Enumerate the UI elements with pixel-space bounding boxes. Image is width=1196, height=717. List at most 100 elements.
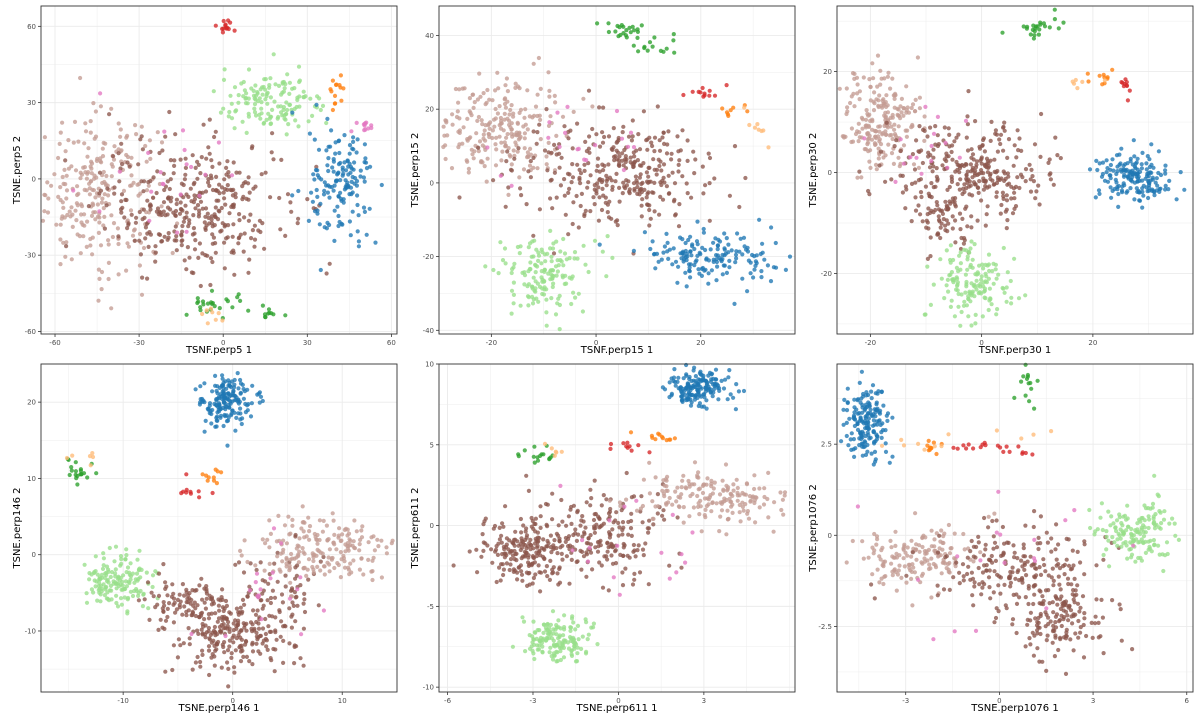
data-point xyxy=(502,140,507,145)
data-point xyxy=(161,562,166,567)
data-point xyxy=(1086,79,1091,84)
data-point xyxy=(100,566,106,571)
data-point xyxy=(670,170,675,175)
data-point xyxy=(983,296,988,301)
data-point xyxy=(526,488,531,493)
data-point xyxy=(457,195,462,200)
data-point xyxy=(247,190,252,195)
data-point xyxy=(954,135,959,140)
data-point xyxy=(517,175,522,180)
data-point xyxy=(493,88,498,93)
data-point xyxy=(534,296,539,301)
data-point xyxy=(157,150,162,156)
data-point xyxy=(597,525,602,530)
data-point xyxy=(954,159,959,165)
data-point xyxy=(315,194,320,199)
data-point xyxy=(714,377,719,382)
data-point xyxy=(226,666,231,671)
data-point xyxy=(762,257,767,262)
data-point xyxy=(708,247,713,252)
data-point xyxy=(285,72,290,77)
data-point xyxy=(579,191,584,196)
data-point xyxy=(62,167,67,172)
data-point xyxy=(310,199,315,204)
data-point xyxy=(722,231,727,236)
data-point xyxy=(1125,98,1130,103)
data-point xyxy=(1128,186,1133,191)
data-point xyxy=(523,543,528,548)
data-point xyxy=(877,129,882,134)
data-point xyxy=(358,174,363,179)
data-point xyxy=(628,526,634,531)
data-point xyxy=(931,147,936,152)
data-point xyxy=(513,140,518,145)
data-point xyxy=(958,323,963,328)
data-point xyxy=(593,545,598,550)
data-point xyxy=(250,662,255,667)
data-point xyxy=(672,436,677,441)
data-point xyxy=(1032,29,1037,34)
data-point xyxy=(174,238,179,243)
data-point xyxy=(1002,128,1007,133)
data-point xyxy=(255,99,261,104)
data-point xyxy=(949,298,954,303)
data-point xyxy=(79,202,84,207)
data-point xyxy=(367,206,372,211)
data-point xyxy=(714,259,719,265)
data-point xyxy=(652,149,657,154)
data-point xyxy=(640,520,645,525)
data-point xyxy=(727,258,732,263)
data-point xyxy=(702,513,707,518)
data-point xyxy=(99,160,104,165)
data-point xyxy=(140,604,145,609)
data-point xyxy=(238,659,244,664)
data-point xyxy=(1006,174,1011,179)
data-point xyxy=(73,168,79,173)
data-point xyxy=(963,290,968,295)
data-point xyxy=(211,89,216,94)
data-point xyxy=(465,116,470,121)
data-point xyxy=(209,217,214,222)
data-point xyxy=(72,119,78,124)
data-point xyxy=(735,485,740,491)
data-point xyxy=(145,580,151,585)
data-point xyxy=(523,122,528,127)
data-point xyxy=(289,614,294,619)
data-point xyxy=(340,165,345,170)
data-point xyxy=(759,275,764,280)
data-point xyxy=(963,206,968,211)
data-point xyxy=(968,299,973,304)
data-points xyxy=(441,21,793,332)
data-point xyxy=(892,144,897,149)
data-point xyxy=(130,233,136,238)
data-point xyxy=(119,602,124,607)
data-point xyxy=(671,31,676,37)
data-point xyxy=(272,99,277,104)
data-point xyxy=(236,560,242,565)
data-point xyxy=(161,600,166,605)
data-point xyxy=(227,626,232,631)
data-point xyxy=(209,421,214,426)
data-point xyxy=(321,192,327,197)
data-point xyxy=(526,169,531,174)
data-point xyxy=(150,573,156,578)
data-point xyxy=(93,195,98,200)
data-point xyxy=(624,28,629,33)
data-point xyxy=(936,214,941,219)
data-point xyxy=(683,485,688,490)
data-point xyxy=(569,521,574,526)
data-point xyxy=(320,103,326,108)
data-point xyxy=(688,249,693,254)
data-point xyxy=(664,184,669,189)
data-point xyxy=(98,599,103,604)
data-point xyxy=(536,258,541,263)
data-point xyxy=(964,303,969,308)
data-point xyxy=(963,118,969,123)
data-point xyxy=(469,113,474,118)
data-point xyxy=(632,159,638,164)
data-point xyxy=(115,576,120,581)
data-point xyxy=(899,110,904,115)
data-point xyxy=(539,261,544,266)
data-point xyxy=(286,514,291,519)
data-point xyxy=(217,306,222,311)
